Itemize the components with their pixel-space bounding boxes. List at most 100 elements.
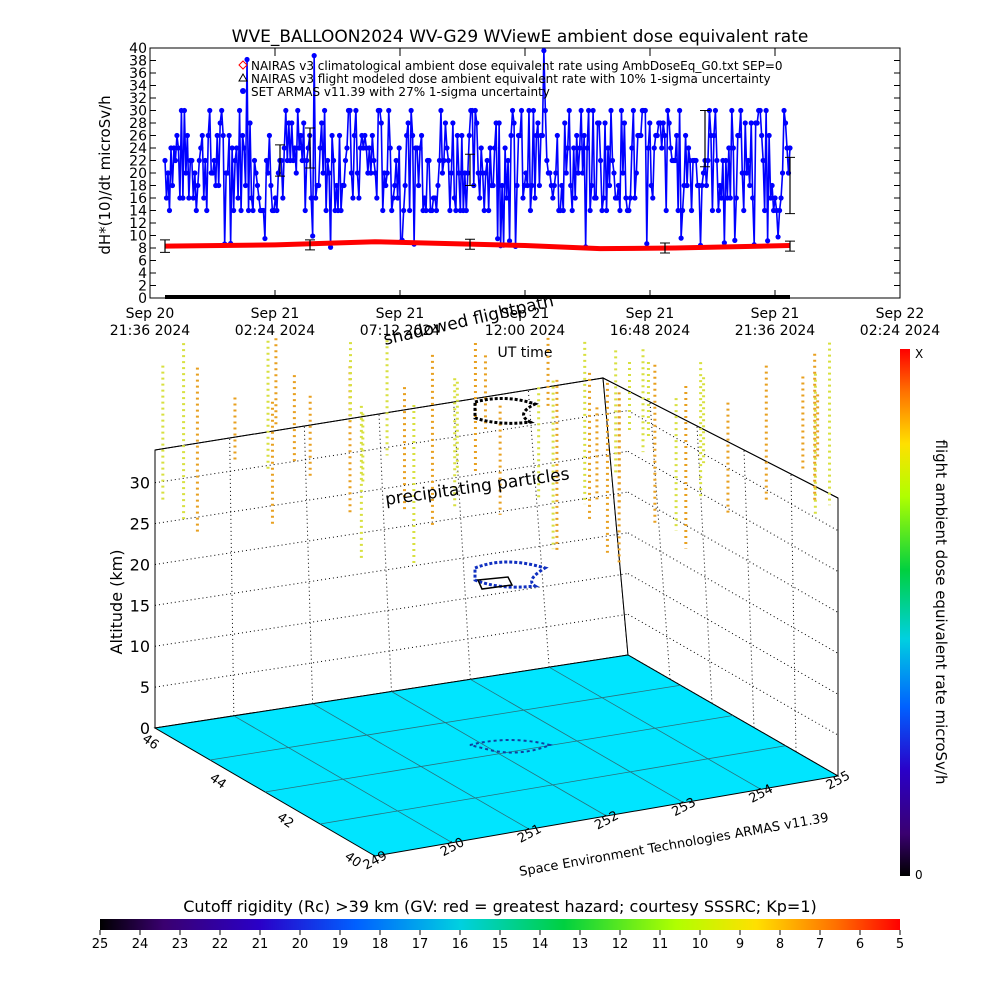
armas-point	[171, 145, 177, 151]
armas-point	[220, 132, 226, 139]
armas-point	[195, 182, 201, 189]
armas-point	[393, 157, 399, 164]
armas-point	[336, 132, 343, 139]
armas-point	[675, 207, 681, 214]
armas-point	[199, 132, 205, 139]
x-tick-label: 07:12 2024	[360, 323, 441, 339]
armas-point	[348, 170, 355, 176]
armas-point	[451, 195, 457, 201]
armas-point	[244, 56, 250, 63]
wall-gridline	[627, 573, 839, 695]
armas-point	[747, 182, 753, 189]
armas-point	[626, 207, 632, 214]
armas-point	[617, 207, 623, 214]
armas-point	[436, 157, 443, 164]
armas-point	[660, 120, 666, 126]
armas-point	[196, 157, 202, 164]
armas-point	[495, 236, 501, 242]
armas-point	[350, 195, 356, 201]
armas-point	[189, 157, 195, 164]
armas-point	[192, 170, 198, 176]
armas-point	[362, 132, 368, 139]
rigidity-tick-label: 13	[572, 937, 589, 952]
armas-point	[368, 170, 374, 176]
y-tick-label: 12	[129, 216, 147, 232]
x-tick-label: 02:24 2024	[860, 323, 941, 339]
armas-point	[407, 207, 413, 214]
armas-point	[611, 170, 617, 176]
armas-point	[551, 182, 557, 189]
armas-point	[293, 170, 299, 176]
armas-point	[377, 107, 383, 114]
wall-gridline	[627, 410, 839, 532]
legend-triangle-icon	[238, 72, 248, 82]
armas-point	[715, 207, 722, 214]
armas-point	[272, 195, 278, 201]
armas-point	[762, 207, 768, 214]
armas-point	[776, 207, 783, 214]
altitude-tick-label: 30	[130, 474, 150, 493]
armas-point	[404, 132, 410, 139]
armas-point	[506, 238, 513, 244]
armas-point	[214, 132, 220, 139]
wall-gridline	[627, 491, 839, 613]
ground-gridline	[233, 715, 453, 844]
armas-point	[547, 170, 553, 176]
armas-point	[563, 170, 569, 176]
altitude-tick-label: 0	[140, 719, 150, 738]
armas-point	[186, 195, 192, 201]
armas-point	[648, 182, 654, 189]
armas-point	[727, 195, 733, 201]
armas-point	[741, 207, 747, 214]
armas-point	[603, 207, 610, 214]
armas-point	[402, 182, 408, 189]
armas-point	[202, 157, 208, 164]
armas-point	[587, 207, 593, 214]
armas-point	[392, 182, 398, 189]
armas-point	[502, 145, 508, 151]
armas-point	[384, 170, 390, 176]
armas-point	[647, 120, 653, 126]
armas-point	[618, 107, 625, 114]
ground-gridline	[391, 691, 607, 817]
armas-point	[614, 195, 620, 201]
flightpath-high	[473, 560, 549, 589]
dose-colorbar-gradient	[900, 349, 910, 876]
armas-point	[435, 182, 441, 189]
armas-point	[578, 107, 584, 114]
armas-point	[299, 157, 305, 164]
armas-point	[527, 207, 534, 214]
armas-point	[266, 132, 273, 139]
armas-point	[523, 170, 529, 176]
y-tick-label: 6	[138, 254, 147, 270]
armas-point	[718, 195, 724, 201]
armas-point	[677, 107, 683, 114]
armas-point	[226, 132, 232, 139]
armas-point	[338, 207, 344, 214]
armas-point	[265, 170, 271, 176]
armas-point	[250, 207, 256, 214]
ground-flightpath-shadow	[469, 739, 554, 754]
armas-point	[733, 195, 739, 201]
armas-point	[247, 120, 253, 126]
rigidity-tick-label: 12	[612, 937, 629, 952]
altitude-axis-label: Altitude (km)	[107, 550, 126, 655]
armas-point	[620, 170, 626, 176]
altitude-tick-label: 25	[130, 515, 150, 534]
armas-point	[262, 235, 268, 242]
ground-gridline	[548, 666, 762, 790]
armas-point	[729, 107, 735, 114]
armas-point	[524, 182, 531, 189]
armas-point	[347, 107, 353, 114]
y-tick-label: 30	[129, 104, 147, 120]
armas-point	[496, 120, 502, 126]
armas-point	[736, 132, 742, 139]
armas-point	[474, 120, 480, 126]
armas-point	[454, 132, 460, 139]
armas-point	[181, 107, 187, 114]
armas-point	[386, 107, 392, 114]
x-tick-label: Sep 22	[876, 306, 925, 322]
armas-point	[650, 195, 656, 201]
armas-point	[487, 145, 493, 151]
armas-point	[163, 195, 170, 201]
